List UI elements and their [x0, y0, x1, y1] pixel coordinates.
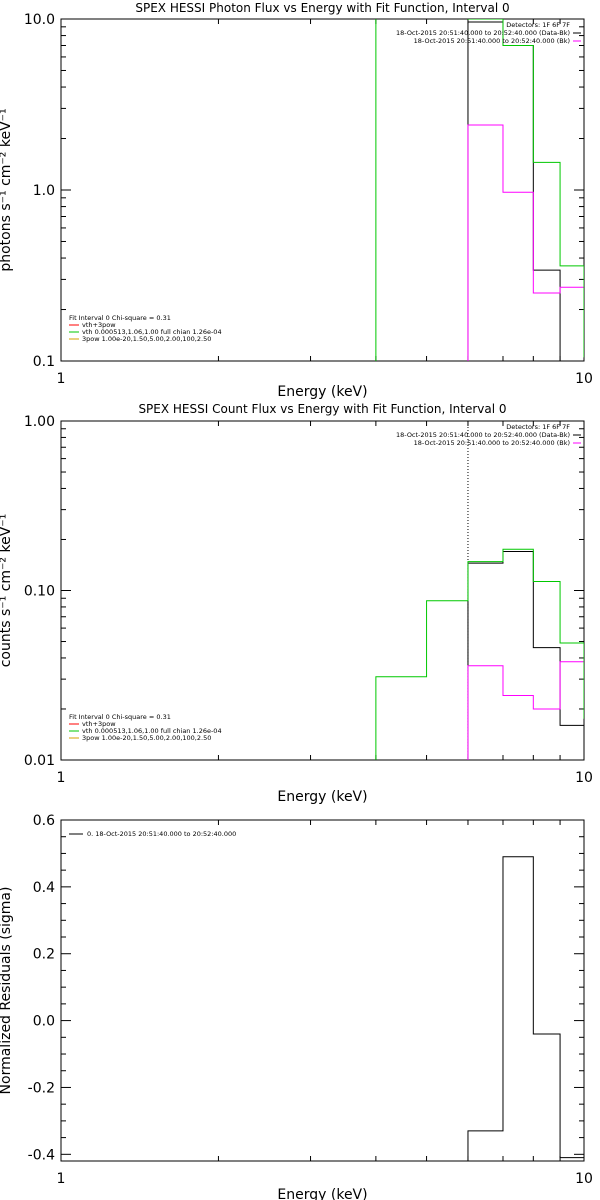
y-axis-label: counts s⁻¹ cm⁻² keV⁻¹ [0, 514, 14, 668]
series-line-2 [467, 642, 584, 760]
x-tick-label: 10 [575, 770, 593, 786]
header-line: Detectors: 1F 6F 7F [506, 21, 570, 29]
y-tick-label: 0.1 [33, 354, 55, 370]
y-axis-label: photons s⁻¹ cm⁻² keV⁻¹ [0, 108, 14, 271]
y-tick-label: 0.2 [33, 947, 55, 963]
x-tick-label: 1 [57, 1171, 66, 1187]
x-tick-label: 1 [57, 371, 66, 387]
y-tick-label: 0.6 [33, 813, 55, 829]
header-line: 18-Oct-2015 20:51:40.000 to 20:52:40.000… [414, 37, 570, 45]
header-line: 18-Oct-2015 20:51:40.000 to 20:52:40.000… [414, 439, 570, 447]
chart-panel-3: Energy (keV) Normalized Residuals (sigma)… [0, 813, 593, 1200]
y-tick-label: 0.01 [24, 753, 55, 769]
header-line: Detectors: 1F 6F 7F [506, 423, 570, 431]
series-line-2 [467, 124, 584, 361]
plot-area [467, 856, 584, 1161]
plot-area [375, 421, 584, 760]
x-axis-label: Energy (keV) [277, 1187, 367, 1200]
y-tick-label: 0.10 [24, 584, 55, 600]
y-tick-label: 1.0 [33, 183, 55, 199]
x-tick-label: 1 [57, 770, 66, 786]
legend-title: Fit Interval 0 Chi-square = 0.31 [69, 314, 171, 322]
chart-title: SPEX HESSI Photon Flux vs Energy with Fi… [135, 1, 509, 15]
chart-panel-2: SPEX HESSI Count Flux vs Energy with Fit… [0, 402, 593, 805]
series-line-3 [375, 19, 584, 361]
legend-item: vth 0.000513,1.06,1.00 full chian 1.26e-… [82, 727, 222, 735]
y-tick-label: 10.0 [24, 12, 55, 28]
plot-frame [60, 420, 585, 761]
x-axis-label: Energy (keV) [277, 789, 367, 805]
y-tick-label: 0.0 [33, 1014, 55, 1030]
y-axis-label: Normalized Residuals (sigma) [0, 887, 14, 1095]
y-tick-label: 1.00 [24, 414, 55, 430]
plot-frame [60, 819, 585, 1162]
y-tick-label: 0.4 [33, 880, 55, 896]
plot-area [375, 19, 584, 361]
header-line: 18-Oct-2015 20:51:40.000 to 20:52:40.000… [396, 431, 570, 439]
y-tick-label: -0.4 [28, 1147, 55, 1163]
chart-title: SPEX HESSI Count Flux vs Energy with Fit… [138, 402, 506, 416]
series-line-3 [375, 548, 584, 760]
series-line-1 [467, 856, 584, 1161]
plot-frame [60, 18, 585, 362]
x-tick-label: 10 [575, 371, 593, 387]
legend-item: 3pow 1.00e-20,1.50,5.00,2.00,100,2.50 [82, 734, 211, 742]
legend-item: vth 0.000513,1.06,1.00 full chian 1.26e-… [82, 328, 222, 336]
legend-title: Fit Interval 0 Chi-square = 0.31 [69, 713, 171, 721]
x-tick-label: 10 [575, 1171, 593, 1187]
header-line: 18-Oct-2015 20:51:40.000 to 20:52:40.000… [396, 29, 570, 37]
x-axis-label: Energy (keV) [277, 384, 367, 400]
legend-item: vth+3pow [82, 720, 116, 728]
legend-item: vth+3pow [82, 321, 116, 329]
y-tick-label: -0.2 [28, 1080, 55, 1096]
chart-panel-1: SPEX HESSI Photon Flux vs Energy with Fi… [0, 1, 593, 400]
series-line-1 [467, 550, 584, 760]
legend-item: 3pow 1.00e-20,1.50,5.00,2.00,100,2.50 [82, 335, 211, 343]
legend-item: 0. 18-Oct-2015 20:51:40.000 to 20:52:40.… [87, 830, 236, 838]
